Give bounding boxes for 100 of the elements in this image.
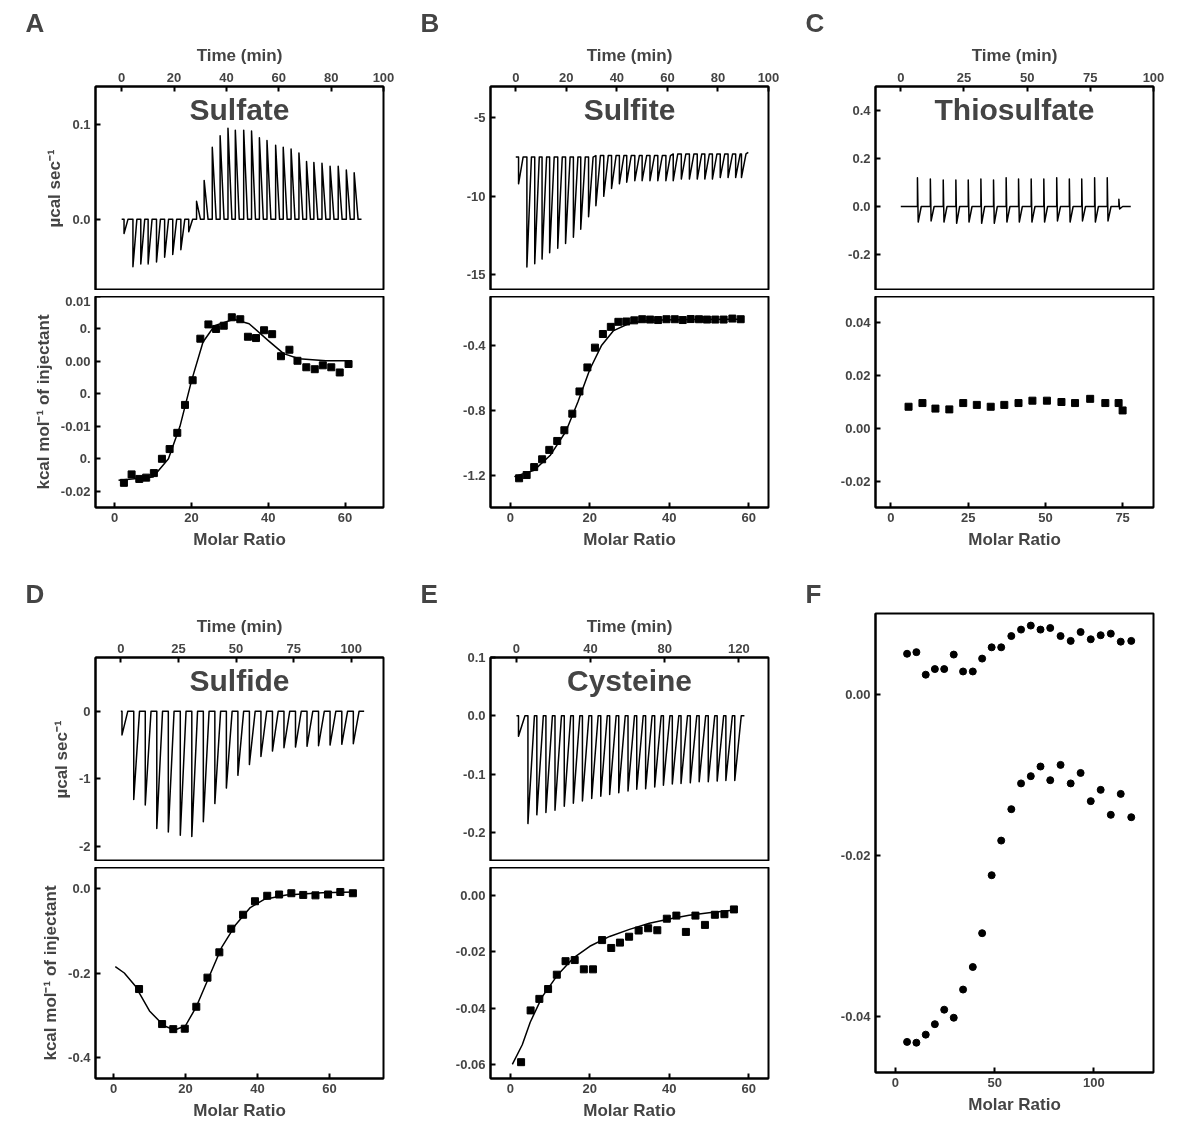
x-tick-label: 60 xyxy=(271,69,287,85)
point xyxy=(335,368,344,377)
x-axis-title: Molar Ratio xyxy=(968,1094,1061,1114)
point xyxy=(959,985,968,994)
point xyxy=(219,321,228,330)
x-tick-label: 0 xyxy=(887,509,895,525)
y-tick-label: -0.4 xyxy=(68,1049,92,1065)
y-tick-label: 0.04 xyxy=(845,315,872,331)
point xyxy=(302,363,311,372)
x-tick-label: 50 xyxy=(228,640,244,656)
point xyxy=(561,957,570,966)
point xyxy=(720,910,729,919)
point xyxy=(653,926,662,935)
chart-title: E xyxy=(420,578,438,609)
point xyxy=(1127,636,1136,645)
point xyxy=(522,471,531,480)
point xyxy=(930,1020,939,1029)
x-tick-label: 50 xyxy=(987,1074,1002,1090)
point xyxy=(142,473,151,482)
y-tick-label: -0.2 xyxy=(68,965,91,981)
x-axis-title: Molar Ratio xyxy=(583,1100,676,1120)
x-tick-label: 25 xyxy=(956,69,972,85)
line-series xyxy=(515,151,750,268)
point xyxy=(940,1005,949,1014)
annotation: Sulfate xyxy=(189,92,290,126)
point xyxy=(997,836,1006,845)
annotation: Cysteine xyxy=(566,663,693,697)
point xyxy=(1076,768,1085,777)
y-tick-label: -0.02 xyxy=(455,944,486,960)
point xyxy=(644,924,653,933)
chart-title: D xyxy=(25,578,45,609)
point xyxy=(1127,813,1136,822)
point xyxy=(672,911,681,920)
point xyxy=(949,1013,958,1022)
x-tick-label: 75 xyxy=(286,640,301,656)
y-tick-label: 0. xyxy=(79,321,91,337)
y-axis-title: µcal sec⁻¹ xyxy=(51,720,71,799)
point xyxy=(1007,632,1016,641)
point xyxy=(1106,810,1115,819)
point xyxy=(930,665,939,674)
point xyxy=(311,891,320,900)
x-tick-label: 60 xyxy=(741,509,756,525)
point xyxy=(630,316,639,325)
point xyxy=(606,322,615,331)
point xyxy=(1028,396,1037,405)
point xyxy=(1046,624,1055,632)
x-tick-label: 100 xyxy=(340,640,363,656)
x-tick-label: 0 xyxy=(512,69,520,85)
point xyxy=(904,402,913,411)
y-tick-label: -2 xyxy=(78,838,91,854)
y-tick-label: 0.1 xyxy=(72,116,91,132)
point xyxy=(918,399,927,408)
x-tick-label: 0 xyxy=(117,640,125,656)
point xyxy=(1046,776,1055,785)
x-tick-label: 100 xyxy=(1083,1074,1105,1090)
point xyxy=(903,1037,912,1046)
point xyxy=(702,315,711,324)
y-tick-label: -0.1 xyxy=(463,766,486,782)
y-tick-label: -0.2 xyxy=(463,824,486,840)
y-tick-label: 0.00 xyxy=(65,353,91,369)
x-tick-label: 40 xyxy=(219,69,234,85)
y-tick-label: 0.00 xyxy=(845,686,871,702)
y-tick-label: 0 xyxy=(83,703,91,719)
point xyxy=(545,445,554,454)
point xyxy=(526,1006,535,1015)
y-tick-label: -0.06 xyxy=(455,1056,486,1072)
point xyxy=(997,643,1006,652)
chart-title: C xyxy=(805,7,825,38)
x-tick-label: 120 xyxy=(728,640,750,656)
point xyxy=(1118,406,1127,415)
point xyxy=(978,929,987,938)
y-tick-label: -0.02 xyxy=(840,847,871,863)
x-tick-label: 80 xyxy=(323,69,339,85)
point xyxy=(293,356,302,365)
point xyxy=(127,470,136,479)
point xyxy=(1096,631,1105,640)
point xyxy=(1086,797,1095,806)
chart-title: F xyxy=(805,578,822,609)
point xyxy=(615,938,624,947)
x-tick-label: 75 xyxy=(1083,69,1098,85)
point xyxy=(1116,789,1125,798)
point xyxy=(1017,625,1026,634)
point xyxy=(1057,398,1066,406)
point xyxy=(1066,779,1075,788)
y-tick-label: 0. xyxy=(79,451,91,467)
point xyxy=(575,387,584,396)
point xyxy=(243,332,252,341)
x-tick-label: 40 xyxy=(261,509,276,525)
x-tick-label: 0 xyxy=(512,640,521,656)
x-tick-label: 100 xyxy=(1142,69,1165,85)
line-series xyxy=(515,715,746,825)
y-axis-title: µcal sec⁻¹ xyxy=(45,149,65,228)
y-tick-label: -10 xyxy=(466,188,486,204)
point xyxy=(310,365,319,374)
y-tick-label: -1.2 xyxy=(463,467,486,483)
x-tick-label: 40 xyxy=(661,1080,677,1096)
point xyxy=(912,1038,921,1047)
y-tick-label: 0.01 xyxy=(65,293,91,309)
point xyxy=(945,405,954,414)
x-tick-label: 40 xyxy=(661,509,677,525)
